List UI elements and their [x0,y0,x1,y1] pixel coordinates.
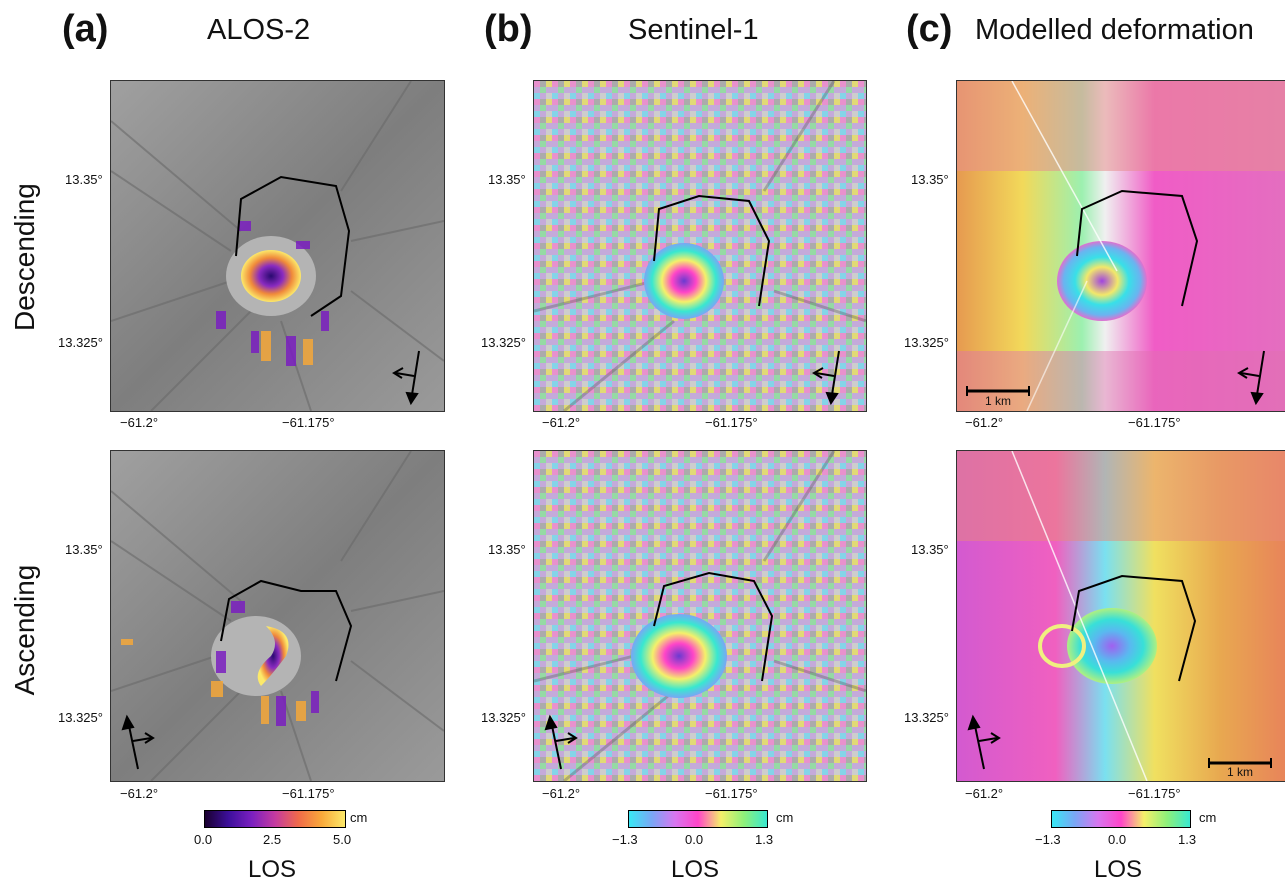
lon-tick-c-row2-61.175: −61.175° [1128,786,1181,801]
row-ascending-label: Ascending [9,564,40,696]
satellite-geometry-arrows [1237,350,1265,406]
colorbar-b-tick-0: −1.3 [612,832,638,847]
lon-tick-c-row1-61.2: −61.2° [965,415,1004,430]
colorbar-a-tick-1: 2.5 [263,832,282,847]
satellite-geometry-arrows [392,350,420,406]
column-b-letter: (b) [484,8,533,50]
satellite-geometry-arrows [812,350,840,406]
column-b-title: Sentinel-1 [628,14,759,46]
colorbar-b [628,810,768,828]
colorbar-a [204,810,346,828]
panel-c-ascending: 1 km [956,450,1285,782]
lon-tick-a-row1-61.175: −61.175° [282,415,335,430]
satellite-geometry-arrows [544,714,578,770]
sentinel1-descending-interferogram [534,81,866,411]
colorbar-a-los-label: LOS [248,856,297,883]
crater-rim-outline [220,579,353,682]
lon-tick-b-row2-61.175: −61.175° [705,786,758,801]
lat-tick-a-row1-13.35: 13.35° [65,172,103,187]
column-c-title: Modelled deformation [975,14,1254,46]
lat-tick-a-row2-13.35: 13.35° [65,542,103,557]
sentinel1-ascending-interferogram [534,451,866,781]
colorbar-c-tick-2: 1.3 [1178,832,1197,847]
crater-rim-outline [653,571,774,682]
colorbar-c-unit: cm [1199,810,1217,825]
satellite-geometry-arrows [967,714,1001,770]
colorbar-b-los-label: LOS [671,856,720,883]
colorbar-a-unit: cm [350,810,368,825]
lat-tick-a-row1-13.325: 13.325° [58,335,103,350]
colorbar-a-tick-0: 0.0 [194,832,213,847]
colorbar-b-unit: cm [776,810,794,825]
lat-tick-a-row2-13.325: 13.325° [58,710,103,725]
lon-tick-c-row1-61.175: −61.175° [1128,415,1181,430]
lat-tick-b-row1-13.35: 13.35° [488,172,526,187]
lat-tick-b-row2-13.325: 13.325° [481,710,526,725]
crater-rim-outline [1076,189,1199,307]
lon-tick-a-row1-61.2: −61.2° [120,415,159,430]
scale-bar-descending [966,386,1030,396]
colorbar-a-tick-2: 5.0 [333,832,352,847]
panel-b-ascending [533,450,867,782]
lat-tick-c-row2-13.325: 13.325° [904,710,949,725]
column-a-title: ALOS-2 [207,14,311,46]
column-a-letter: (a) [62,8,109,50]
row-descending-label: Descending [9,183,40,331]
lon-tick-a-row2-61.175: −61.175° [282,786,335,801]
lat-tick-c-row1-13.35: 13.35° [911,172,949,187]
colorbar-c-tick-1: 0.0 [1108,832,1127,847]
panel-c-descending: 1 km [956,80,1285,412]
lon-tick-c-row2-61.2: −61.2° [965,786,1004,801]
lon-tick-b-row1-61.2: −61.2° [542,415,581,430]
lat-tick-b-row2-13.35: 13.35° [488,542,526,557]
panel-b-descending [533,80,867,412]
colorbar-c [1051,810,1191,828]
scale-bar-label-ascending: 1 km [1227,765,1254,779]
colorbar-b-tick-1: 0.0 [685,832,704,847]
crater-rim-outline [653,194,771,307]
panel-a-ascending [110,450,445,782]
colorbar-c-tick-0: −1.3 [1035,832,1061,847]
crater-rim-outline [235,175,351,317]
colorbar-c-los-label: LOS [1094,856,1143,883]
lat-tick-c-row1-13.325: 13.325° [904,335,949,350]
lat-tick-b-row1-13.325: 13.325° [481,335,526,350]
lat-tick-c-row2-13.35: 13.35° [911,542,949,557]
modelled-descending-deformation [957,81,1285,411]
crater-rim-outline [1071,574,1197,682]
lon-tick-b-row1-61.175: −61.175° [705,415,758,430]
alos2-ascending-interferogram [111,451,444,781]
colorbar-b-tick-2: 1.3 [755,832,774,847]
modelled-ascending-deformation [957,451,1285,781]
alos2-descending-interferogram [111,81,444,411]
column-c-letter: (c) [906,8,953,50]
scale-bar-ascending [1208,758,1272,768]
panel-a-descending [110,80,445,412]
scale-bar-label-descending: 1 km [985,394,1012,408]
lon-tick-a-row2-61.2: −61.2° [120,786,159,801]
lon-tick-b-row2-61.2: −61.2° [542,786,581,801]
satellite-geometry-arrows [121,714,155,770]
